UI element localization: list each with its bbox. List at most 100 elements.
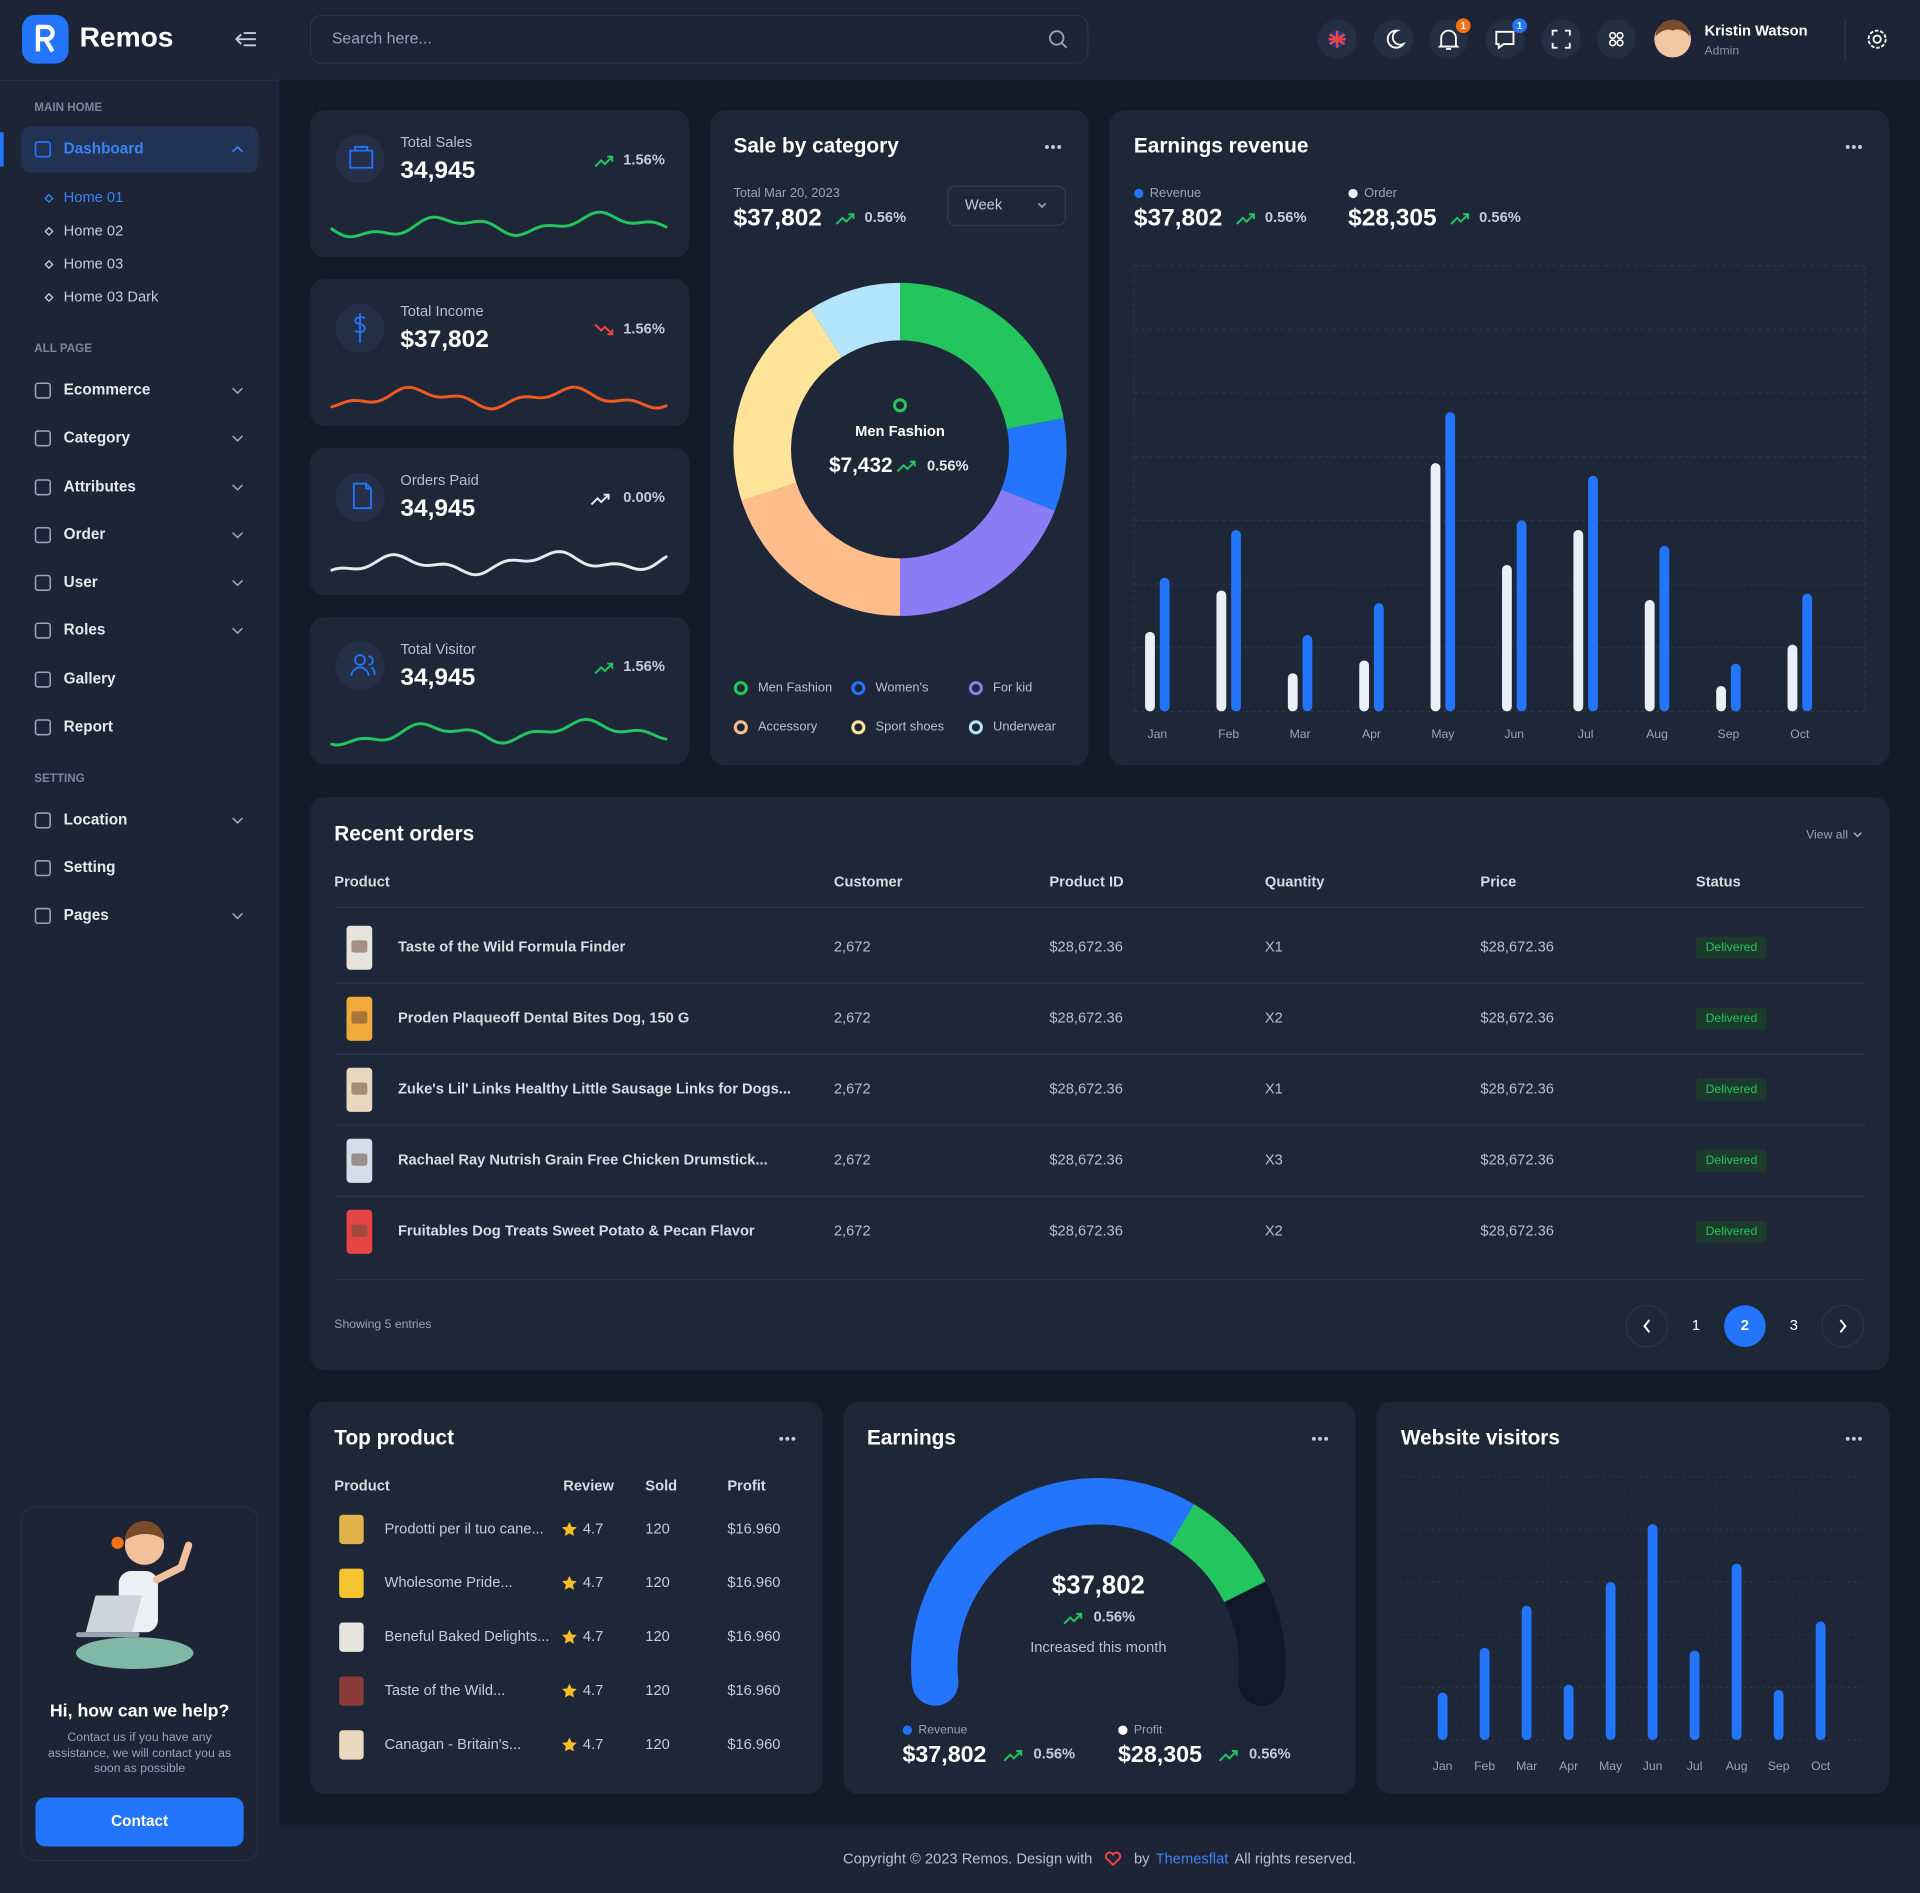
page-number[interactable]: 1: [1692, 1318, 1700, 1334]
footer-link[interactable]: Themesflat: [1155, 1850, 1229, 1868]
x-tick-label: Aug: [1726, 1759, 1748, 1773]
status: Delivered: [1706, 1153, 1758, 1167]
stat-value: 34,945: [400, 157, 475, 184]
more-menu[interactable]: [1057, 144, 1062, 149]
contact-label[interactable]: Contact: [111, 1813, 168, 1830]
more-menu[interactable]: [1845, 1436, 1850, 1441]
settings-icon[interactable]: [1872, 34, 1882, 44]
bar: [1502, 564, 1512, 712]
user-name: Kristin Watson: [1704, 24, 1807, 40]
nav-item[interactable]: Setting: [64, 859, 116, 876]
stat-value: $37,802: [400, 326, 488, 353]
nav-item[interactable]: User: [64, 574, 98, 591]
cell: X1: [1265, 940, 1283, 956]
section-title: MAIN HOME: [34, 101, 102, 114]
more-menu[interactable]: [1318, 1436, 1322, 1441]
fullscreen-icon: [1551, 29, 1571, 49]
cell: 2,672: [834, 940, 871, 956]
nav-item[interactable]: Ecommerce: [64, 382, 151, 399]
header-button[interactable]: [1541, 19, 1581, 59]
footer: [279, 1824, 1920, 1893]
view-all[interactable]: View all: [1806, 827, 1848, 841]
search-box[interactable]: [309, 14, 1089, 64]
nav-item[interactable]: Report: [64, 718, 113, 735]
page-number[interactable]: 3: [1790, 1318, 1798, 1334]
footer-part: by: [1133, 1850, 1150, 1868]
page-prev[interactable]: [1643, 1319, 1651, 1333]
trend-icon: [896, 460, 916, 473]
cell: $28,672.36: [1480, 940, 1554, 956]
nav-item[interactable]: Pages: [64, 907, 109, 924]
settings-icon[interactable]: [1867, 29, 1887, 49]
logo-mark: [35, 24, 55, 53]
nav-subitem[interactable]: Home 01: [64, 190, 124, 206]
product-name: Proden Plaqueoff Dental Bites Dog, 150 G: [398, 1011, 689, 1027]
trend-icon: [1218, 1750, 1238, 1762]
product-thumb: [351, 1153, 368, 1166]
help-text: Contact us if you have any assistance, w…: [48, 1731, 232, 1776]
stat-label: Total Visitor: [400, 642, 476, 658]
status-badge: [1695, 1007, 1767, 1030]
nav-subitem[interactable]: Home 02: [64, 223, 124, 239]
section-title: SETTING: [34, 772, 84, 785]
badge: [1455, 18, 1471, 34]
more-menu[interactable]: [1324, 1436, 1329, 1441]
more-menu[interactable]: [1311, 1436, 1316, 1441]
product-thumb: [339, 1730, 364, 1760]
more-menu[interactable]: [1845, 144, 1850, 149]
entries-note: Showing 5 entries: [334, 1317, 431, 1331]
search-icon[interactable]: [1060, 42, 1068, 49]
center-label: Men Fashion: [855, 424, 945, 440]
moon-icon: [1386, 29, 1406, 49]
stat-icon: [349, 146, 374, 169]
more-menu[interactable]: [1051, 144, 1056, 149]
page-next[interactable]: [1839, 1319, 1847, 1333]
search-icon[interactable]: [1049, 30, 1065, 46]
more-menu[interactable]: [1858, 144, 1862, 149]
x-tick-label: Feb: [1474, 1759, 1495, 1773]
column-header: Product ID: [1049, 875, 1123, 891]
stat-label: Total Income: [400, 304, 483, 320]
more-menu[interactable]: [1851, 144, 1856, 149]
nav-subitem[interactable]: Home 03 Dark: [64, 289, 159, 305]
nav-subitem[interactable]: Home 03: [64, 256, 124, 272]
illustration: [111, 1536, 124, 1549]
nav-item[interactable]: Location: [64, 811, 128, 828]
nav-item[interactable]: Attributes: [64, 478, 136, 495]
nav-item[interactable]: Order: [64, 526, 106, 543]
legend-label: Revenue: [1150, 185, 1201, 200]
header-button[interactable]: [1596, 19, 1636, 59]
bell-icon: [1437, 29, 1460, 50]
column-header: Product: [334, 1478, 390, 1494]
stat-label: Total Sales: [400, 135, 472, 151]
page-prev[interactable]: [1625, 1304, 1669, 1348]
dropdown[interactable]: [947, 185, 1066, 226]
product-name: Beneful Baked Delights...: [384, 1629, 549, 1645]
bar: [1573, 529, 1584, 712]
bar: [1659, 545, 1670, 712]
collapse-icon[interactable]: [234, 32, 256, 47]
product-name: Fruitables Dog Treats Sweet Potato & Pec…: [398, 1224, 755, 1240]
cell: $28,672.36: [1480, 1082, 1554, 1098]
more-menu[interactable]: [779, 1436, 784, 1441]
page-next[interactable]: [1821, 1304, 1865, 1348]
dropdown-label[interactable]: Week: [965, 198, 1003, 214]
contact-button[interactable]: [35, 1797, 244, 1847]
bar: [1647, 1524, 1658, 1741]
stat-change: 1.56%: [623, 321, 665, 337]
nav-item[interactable]: Roles: [64, 622, 106, 639]
nav-item[interactable]: Category: [64, 429, 131, 446]
cell: 120: [645, 1737, 670, 1753]
more-menu[interactable]: [1044, 144, 1049, 149]
more-menu[interactable]: [1858, 1436, 1862, 1441]
nav-item[interactable]: Gallery: [64, 671, 116, 688]
more-menu[interactable]: [785, 1436, 790, 1441]
more-menu[interactable]: [1851, 1436, 1856, 1441]
page-current[interactable]: [1724, 1305, 1766, 1347]
nav-item[interactable]: Dashboard: [64, 140, 144, 157]
more-menu[interactable]: [791, 1436, 796, 1441]
sparkline: [330, 550, 668, 577]
page-number[interactable]: 2: [1741, 1318, 1749, 1334]
nav-icon: [34, 430, 52, 447]
bar: [1145, 631, 1155, 712]
